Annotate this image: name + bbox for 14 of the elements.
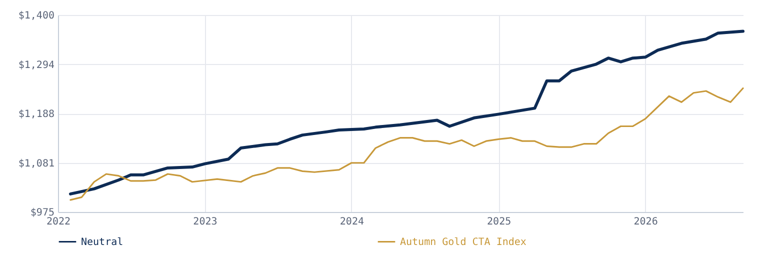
x-tick-label: 2023 [193, 216, 218, 228]
x-tick-label: 2022 [46, 216, 71, 228]
y-tick-label: $1,400 [18, 10, 54, 22]
y-tick-label: $975 [30, 208, 54, 218]
legend-label: Autumn Gold CTA Index [400, 236, 526, 248]
line-series [68, 30, 744, 196]
x-tick-label: 2024 [340, 216, 364, 228]
x-tick-label: 2025 [487, 216, 512, 228]
y-tick-label: $1,081 [18, 158, 54, 170]
legend-label: Neutral [81, 236, 124, 248]
y-tick-label: $1,188 [18, 109, 54, 120]
x-tick-label: 2026 [634, 216, 658, 228]
y-tick-label: $1,294 [18, 60, 54, 71]
line-series [70, 87, 744, 201]
